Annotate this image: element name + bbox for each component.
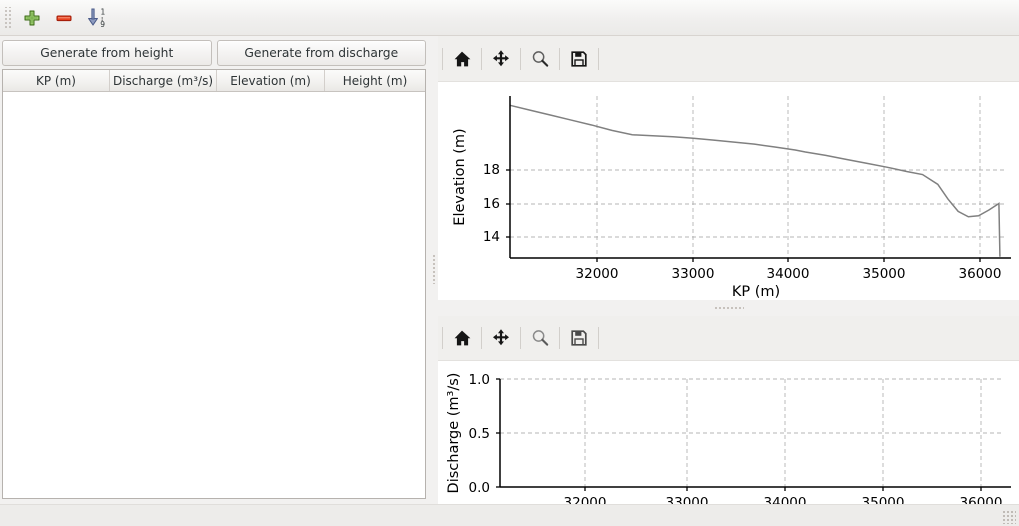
pan-icon bbox=[493, 329, 509, 346]
plus-icon bbox=[24, 10, 40, 25]
remove-row-button[interactable] bbox=[48, 2, 80, 34]
status-bar bbox=[0, 504, 1019, 526]
toolbar-separator bbox=[598, 47, 599, 70]
discharge-chart-svg: 1.0 0.5 0.0 32000 33000 34000 35000 bbox=[446, 372, 1011, 526]
svg-text:35000: 35000 bbox=[863, 266, 906, 282]
generate-buttons-row: Generate from height Generate from disch… bbox=[2, 40, 426, 66]
elevation-pan-button[interactable] bbox=[486, 44, 516, 74]
column-header-height[interactable]: Height (m) bbox=[325, 70, 425, 91]
right-panel: 18 16 14 32000 33000 34000 35 bbox=[438, 36, 1019, 526]
toolbar-separator bbox=[559, 47, 560, 70]
discharge-figure[interactable]: 1.0 0.5 0.0 32000 33000 34000 35000 bbox=[438, 361, 1019, 526]
column-header-kp[interactable]: KP (m) bbox=[3, 70, 110, 91]
pan-icon bbox=[493, 49, 509, 66]
elevation-save-button[interactable] bbox=[564, 44, 594, 74]
magnifier-icon bbox=[532, 50, 549, 67]
svg-text:0.0: 0.0 bbox=[469, 480, 490, 496]
sort-descending-icon: 1 9 bbox=[88, 7, 106, 29]
add-row-button[interactable] bbox=[16, 2, 48, 34]
svg-text:1.0: 1.0 bbox=[469, 372, 490, 388]
discharge-grid bbox=[500, 378, 1004, 487]
elevation-home-button[interactable] bbox=[447, 44, 477, 74]
toolbar-separator bbox=[598, 327, 599, 349]
toolbar-separator bbox=[559, 327, 560, 349]
horizontal-splitter[interactable] bbox=[438, 300, 1019, 316]
vertical-splitter[interactable] bbox=[430, 36, 438, 504]
data-table[interactable]: KP (m) Discharge (m³/s) Elevation (m) He… bbox=[2, 69, 426, 499]
toolbar-separator bbox=[442, 327, 443, 349]
svg-text:32000: 32000 bbox=[576, 266, 619, 282]
elevation-zoom-button[interactable] bbox=[525, 44, 555, 74]
toolbar-drag-handle[interactable] bbox=[3, 6, 12, 29]
discharge-zoom-button[interactable] bbox=[525, 323, 555, 353]
left-panel: Generate from height Generate from disch… bbox=[0, 36, 430, 504]
svg-text:36000: 36000 bbox=[959, 266, 1002, 282]
toolbar-separator bbox=[442, 47, 443, 70]
discharge-home-button[interactable] bbox=[447, 323, 477, 353]
elevation-chart-svg: 18 16 14 32000 33000 34000 35 bbox=[452, 96, 1011, 300]
toolbar-separator bbox=[520, 327, 521, 349]
svg-text:18: 18 bbox=[483, 162, 500, 178]
column-header-discharge-label: Discharge (m³/s) bbox=[112, 73, 214, 88]
column-header-height-label: Height (m) bbox=[342, 73, 408, 88]
magnifier-icon bbox=[532, 330, 549, 346]
svg-text:33000: 33000 bbox=[672, 266, 715, 282]
elevation-ylabel: Elevation (m) bbox=[452, 128, 468, 225]
svg-text:16: 16 bbox=[483, 196, 500, 212]
generate-from-height-label: Generate from height bbox=[40, 46, 174, 60]
sort-descending-button[interactable]: 1 9 bbox=[80, 2, 116, 34]
svg-text:9: 9 bbox=[100, 20, 105, 29]
discharge-y-ticks: 1.0 0.5 0.0 bbox=[469, 372, 500, 496]
column-header-elevation-label: Elevation (m) bbox=[230, 73, 311, 88]
discharge-plot-toolbar bbox=[438, 316, 1019, 361]
elevation-plot-toolbar bbox=[438, 36, 1019, 82]
column-header-discharge[interactable]: Discharge (m³/s) bbox=[110, 70, 217, 91]
elevation-plot-block: 18 16 14 32000 33000 34000 35 bbox=[438, 36, 1019, 300]
horizontal-splitter-grip bbox=[713, 306, 744, 310]
toolbar-separator bbox=[481, 47, 482, 70]
discharge-plot-block: 1.0 0.5 0.0 32000 33000 34000 35000 bbox=[438, 316, 1019, 526]
floppy-disk-icon bbox=[571, 330, 587, 346]
home-icon bbox=[454, 330, 471, 346]
elevation-x-ticks: 32000 33000 34000 35000 36000 bbox=[576, 258, 1002, 282]
vertical-splitter-grip bbox=[432, 254, 436, 284]
generate-from-height-button[interactable]: Generate from height bbox=[2, 40, 212, 66]
toolbar-separator bbox=[481, 327, 482, 349]
generate-from-discharge-label: Generate from discharge bbox=[244, 46, 399, 60]
svg-text:0.5: 0.5 bbox=[469, 426, 490, 442]
home-icon bbox=[454, 51, 471, 66]
elevation-data-line bbox=[509, 104, 1001, 257]
column-header-kp-label: KP (m) bbox=[36, 73, 76, 88]
discharge-pan-button[interactable] bbox=[486, 323, 516, 353]
toolbar-separator bbox=[520, 47, 521, 70]
elevation-figure[interactable]: 18 16 14 32000 33000 34000 35 bbox=[438, 82, 1019, 300]
discharge-save-button[interactable] bbox=[564, 323, 594, 353]
elevation-grid bbox=[510, 96, 1004, 258]
svg-text:34000: 34000 bbox=[767, 266, 810, 282]
elevation-xlabel: KP (m) bbox=[732, 284, 780, 300]
svg-text:1: 1 bbox=[101, 7, 106, 16]
minus-icon bbox=[56, 15, 72, 21]
discharge-ylabel: Discharge (m³/s) bbox=[446, 373, 462, 494]
window-resize-grip[interactable] bbox=[1002, 510, 1016, 524]
column-header-elevation[interactable]: Elevation (m) bbox=[217, 70, 325, 91]
svg-text:14: 14 bbox=[483, 229, 500, 245]
generate-from-discharge-button[interactable]: Generate from discharge bbox=[216, 40, 426, 66]
floppy-disk-icon bbox=[571, 50, 587, 67]
table-body[interactable] bbox=[3, 92, 425, 498]
table-header-row: KP (m) Discharge (m³/s) Elevation (m) He… bbox=[3, 70, 425, 92]
main-toolbar: 1 9 bbox=[0, 0, 1019, 36]
elevation-y-ticks: 18 16 14 bbox=[483, 162, 510, 245]
